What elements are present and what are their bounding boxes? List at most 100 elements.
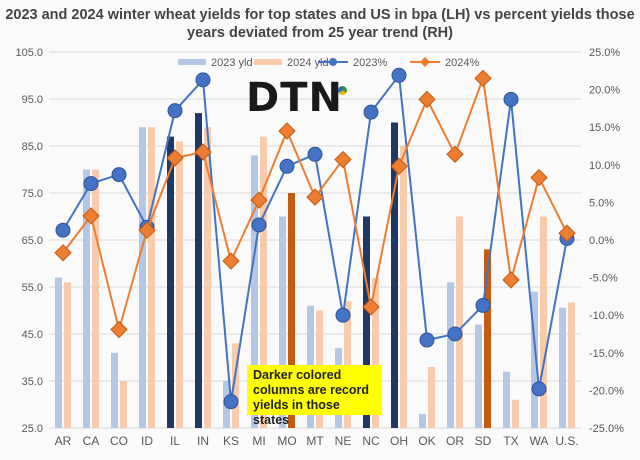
bar-2023: [139, 127, 146, 428]
y-right-tick-label: -20.0%: [589, 385, 624, 397]
x-tick-label: MI: [252, 434, 265, 448]
series-2024pct-point: [502, 271, 520, 289]
series-2023pct-point: [447, 326, 463, 342]
bar-2024: [568, 302, 575, 428]
series-2024pct-point: [390, 157, 408, 176]
bar-2024: [260, 136, 267, 428]
series-2024pct-point: [446, 145, 464, 163]
bar-2023: [111, 352, 118, 428]
bar-2024: [512, 399, 519, 428]
y-right-tick-label: -10.0%: [589, 310, 624, 322]
bar-2024: [456, 216, 463, 428]
series-2023pct-point: [391, 67, 407, 83]
bar-2024: [232, 343, 239, 428]
x-tick-label: U.S.: [555, 434, 578, 448]
bar-2023: [419, 413, 426, 428]
series-2024pct-point: [166, 149, 184, 167]
series-2023pct-point: [195, 72, 211, 88]
series-2023pct-point: [307, 146, 323, 162]
y-left-tick-label: 65.0: [22, 235, 43, 247]
bar-2024: [484, 249, 491, 428]
x-tick-label: TX: [503, 434, 518, 448]
series-2023pct-point: [223, 394, 239, 410]
series-2023pct-point: [335, 307, 351, 323]
dtn-logo: DTN: [246, 75, 343, 121]
legend-label: 2023 yld: [211, 57, 253, 69]
series-2024pct-point: [250, 191, 268, 209]
y-left-tick-label: 35.0: [22, 376, 43, 388]
series-2024pct-point: [222, 252, 240, 270]
series-2024pct-point: [362, 298, 380, 316]
bar-2023: [55, 277, 62, 428]
bar-2023: [475, 324, 482, 428]
series-2024pct-point: [278, 122, 296, 140]
y-left-tick-label: 25.0: [22, 423, 43, 435]
logo-dot-icon: [338, 86, 347, 95]
bar-2023: [83, 169, 90, 428]
bar-2024: [64, 282, 71, 428]
x-tick-label: CA: [83, 434, 100, 448]
series-2023pct-point: [111, 167, 127, 183]
bar-2023: [447, 282, 454, 428]
bar-2023: [531, 291, 538, 428]
series-2023pct-point: [83, 176, 99, 192]
bar-2023: [363, 216, 370, 428]
bar-2024: [176, 141, 183, 429]
bar-2024: [372, 277, 379, 428]
legend-marker: [420, 57, 430, 67]
y-right-tick-label: -5.0%: [589, 273, 618, 285]
y-right-tick-label: 15.0%: [589, 122, 620, 134]
series-2023pct-point: [167, 103, 183, 119]
y-right-tick-label: 0.0%: [589, 235, 614, 247]
series-2023pct-point: [475, 297, 491, 313]
x-tick-label: OK: [418, 434, 435, 448]
series-2024pct-point: [54, 244, 72, 262]
x-tick-label: KS: [223, 434, 239, 448]
series-2023pct-point: [363, 104, 379, 120]
series-2024pct-point: [418, 90, 436, 109]
bar-2024: [428, 366, 435, 428]
series-2024pct-point: [474, 69, 492, 88]
series-2024pct-point: [530, 168, 548, 187]
x-tick-label: CO: [110, 434, 128, 448]
bar-2023: [167, 136, 174, 428]
series-2023pct-point: [55, 222, 71, 238]
series-2024pct-point: [138, 221, 156, 239]
bar-2024: [344, 301, 351, 428]
bar-2023: [251, 155, 258, 428]
x-tick-label: AR: [55, 434, 72, 448]
bar-2023: [559, 307, 566, 428]
y-right-tick-label: 25.0%: [589, 47, 620, 59]
y-left-tick-label: 105.0: [15, 47, 43, 59]
legend-swatch: [254, 59, 282, 65]
bar-2023: [195, 113, 202, 428]
series-2024pct-point: [194, 143, 212, 161]
bar-2023: [503, 371, 510, 428]
y-left-tick-label: 45.0: [22, 329, 43, 341]
x-tick-label: NC: [362, 434, 380, 448]
series-2023pct-point: [419, 332, 435, 348]
series-2024pct-point: [558, 224, 576, 242]
chart-title: 2023 and 2024 winter wheat yields for to…: [5, 7, 635, 41]
x-tick-label: WA: [530, 434, 549, 448]
series-2023pct-line: [62, 72, 568, 402]
y-left-tick-label: 85.0: [22, 141, 43, 153]
x-tick-label: IL: [170, 434, 180, 448]
legend-label: 2023%: [353, 57, 387, 69]
y-right-tick-label: -15.0%: [589, 348, 624, 360]
y-left-tick-label: 75.0: [22, 188, 43, 200]
bar-2024: [540, 216, 547, 428]
bar-2024: [288, 193, 295, 428]
y-left-tick-label: 55.0: [22, 282, 43, 294]
series-2023pct-point: [251, 217, 267, 233]
series-2024pct-point: [82, 207, 100, 225]
record-note: Darker colored columns are record yields…: [247, 365, 382, 427]
y-left-tick-label: 95.0: [22, 94, 43, 106]
bar-2024: [400, 146, 407, 428]
bar-2024: [92, 169, 99, 428]
bar-2023: [279, 216, 286, 428]
x-tick-label: NE: [335, 434, 352, 448]
bar-2024: [120, 381, 127, 428]
series-2023pct-point: [503, 91, 519, 107]
bar-2024: [148, 127, 155, 428]
